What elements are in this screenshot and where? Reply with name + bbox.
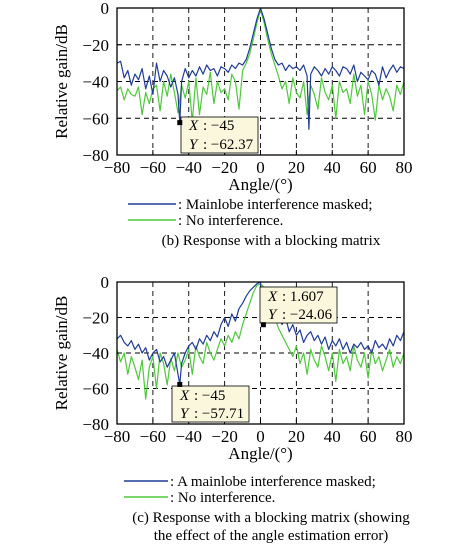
chart-c-x-tick-label: 40	[324, 427, 341, 446]
chart-c-datatip-right-marker	[260, 322, 266, 328]
chart-c-datatip-right-y-value: : −24.06	[282, 307, 333, 323]
chart-c-y-tick-label: 0	[101, 273, 110, 292]
chart-b-legend: : Mainlobe interference masked; : No int…	[128, 197, 373, 229]
chart-b-x-axis-label: Angle/(°)	[228, 175, 292, 194]
chart-b-x-tick-label: 40	[324, 158, 341, 177]
chart-c-ticks: −80 −60 −40 −20 0 20 40 60 80 0 −20 −40 −60 −80	[82, 273, 412, 446]
chart-b-datatip-y-label: Y	[189, 137, 199, 153]
chart-c-datatip-left-y-label: Y	[180, 406, 190, 422]
chart-c-datatip-left-x-label: X	[179, 388, 190, 404]
chart-c: −80 −60 −40 −20 0 20 40 60 80 0 −20 −40 −60 −80 Relat…	[52, 273, 413, 544]
chart-c-legend-label-no-interference: : No interference.	[170, 490, 275, 506]
chart-c-x-tick-label: 60	[360, 427, 377, 446]
chart-b-datatip-marker	[177, 120, 183, 126]
chart-c-x-tick-label: 80	[396, 427, 413, 446]
chart-b-x-tick-label: 20	[288, 158, 305, 177]
chart-b-x-tick-label: −20	[211, 158, 238, 177]
chart-c-y-axis-label: Relative gain/dB	[52, 296, 71, 411]
chart-c-datatip-right-y-label: Y	[268, 307, 278, 323]
chart-c-caption-line-2: the effect of the angle estimation error…	[154, 528, 389, 544]
chart-c-datatip-right-x-label: X	[267, 289, 278, 305]
chart-b-y-tick-label: −20	[82, 36, 109, 55]
chart-c-x-tick-label: −60	[140, 427, 167, 446]
chart-c-y-tick-label: −60	[82, 380, 109, 399]
chart-b-caption: (b) Response with a blocking matrix	[162, 233, 381, 249]
chart-b-datatip-x-value: : −45	[203, 118, 234, 134]
chart-b-legend-label-masked: : Mainlobe interference masked;	[178, 197, 373, 213]
chart-c-y-tick-label: −80	[82, 415, 109, 434]
chart-b-x-tick-label: 60	[360, 158, 377, 177]
chart-c-datatip-right-x-value: : 1.607	[282, 289, 324, 305]
chart-b-y-tick-label: −40	[82, 73, 109, 92]
chart-b-x-tick-label: −40	[175, 158, 202, 177]
chart-c-datatip-left-x-value: : −45	[194, 388, 225, 404]
chart-c-x-axis-label: Angle/(°)	[228, 444, 292, 463]
chart-c-x-tick-label: −40	[175, 427, 202, 446]
chart-c-datatip-left[interactable]: X : −45 Y : −57.71	[171, 381, 250, 423]
chart-c-datatip-left-y-value: : −57.71	[194, 406, 244, 422]
chart-b-y-tick-label: −80	[82, 146, 109, 165]
chart-b: −80 −60 −40 −20 0 20 40 60 80 0 −20 −40 −60 −80 Relat…	[52, 0, 413, 249]
chart-b-datatip-y-value: : −62.37	[203, 137, 254, 153]
chart-c-legend-label-masked: : A mainlobe interference masked;	[170, 474, 376, 490]
chart-c-datatip-right[interactable]: X : 1.607 Y : −24.06	[259, 286, 338, 328]
chart-b-ticks: −80 −60 −40 −20 0 20 40 60 80 0 −20 −40 −60 −80	[82, 0, 412, 177]
chart-c-datatip-left-marker	[177, 381, 183, 387]
chart-b-datatip-x-label: X	[188, 118, 199, 134]
chart-b-x-tick-label: −80	[104, 158, 131, 177]
chart-b-y-axis-label: Relative gain/dB	[52, 24, 71, 139]
chart-c-y-tick-label: −20	[82, 309, 109, 328]
chart-b-legend-label-no-interference: : No interference.	[178, 213, 283, 229]
chart-c-y-tick-label: −40	[82, 344, 109, 363]
chart-b-datatip[interactable]: X : −45 Y : −62.37	[177, 116, 259, 154]
chart-c-x-tick-label: 0	[256, 427, 265, 446]
chart-c-datatip-left-box	[171, 385, 250, 423]
chart-c-caption-line-1: (c) Response with a blocking matrix (sho…	[132, 510, 410, 526]
chart-b-x-tick-label: −60	[140, 158, 167, 177]
chart-c-x-tick-label: 20	[288, 427, 305, 446]
chart-c-x-tick-label: −20	[211, 427, 238, 446]
chart-b-x-tick-label: 0	[256, 158, 265, 177]
chart-c-legend: : A mainlobe interference masked; : No i…	[124, 474, 376, 506]
chart-c-datatip-right-box	[259, 286, 338, 324]
chart-c-x-tick-label: −80	[104, 427, 131, 446]
chart-b-datatip-box	[180, 116, 259, 154]
chart-b-y-tick-label: 0	[101, 0, 110, 18]
chart-b-y-tick-label: −60	[82, 109, 109, 128]
chart-b-x-tick-label: 80	[396, 158, 413, 177]
